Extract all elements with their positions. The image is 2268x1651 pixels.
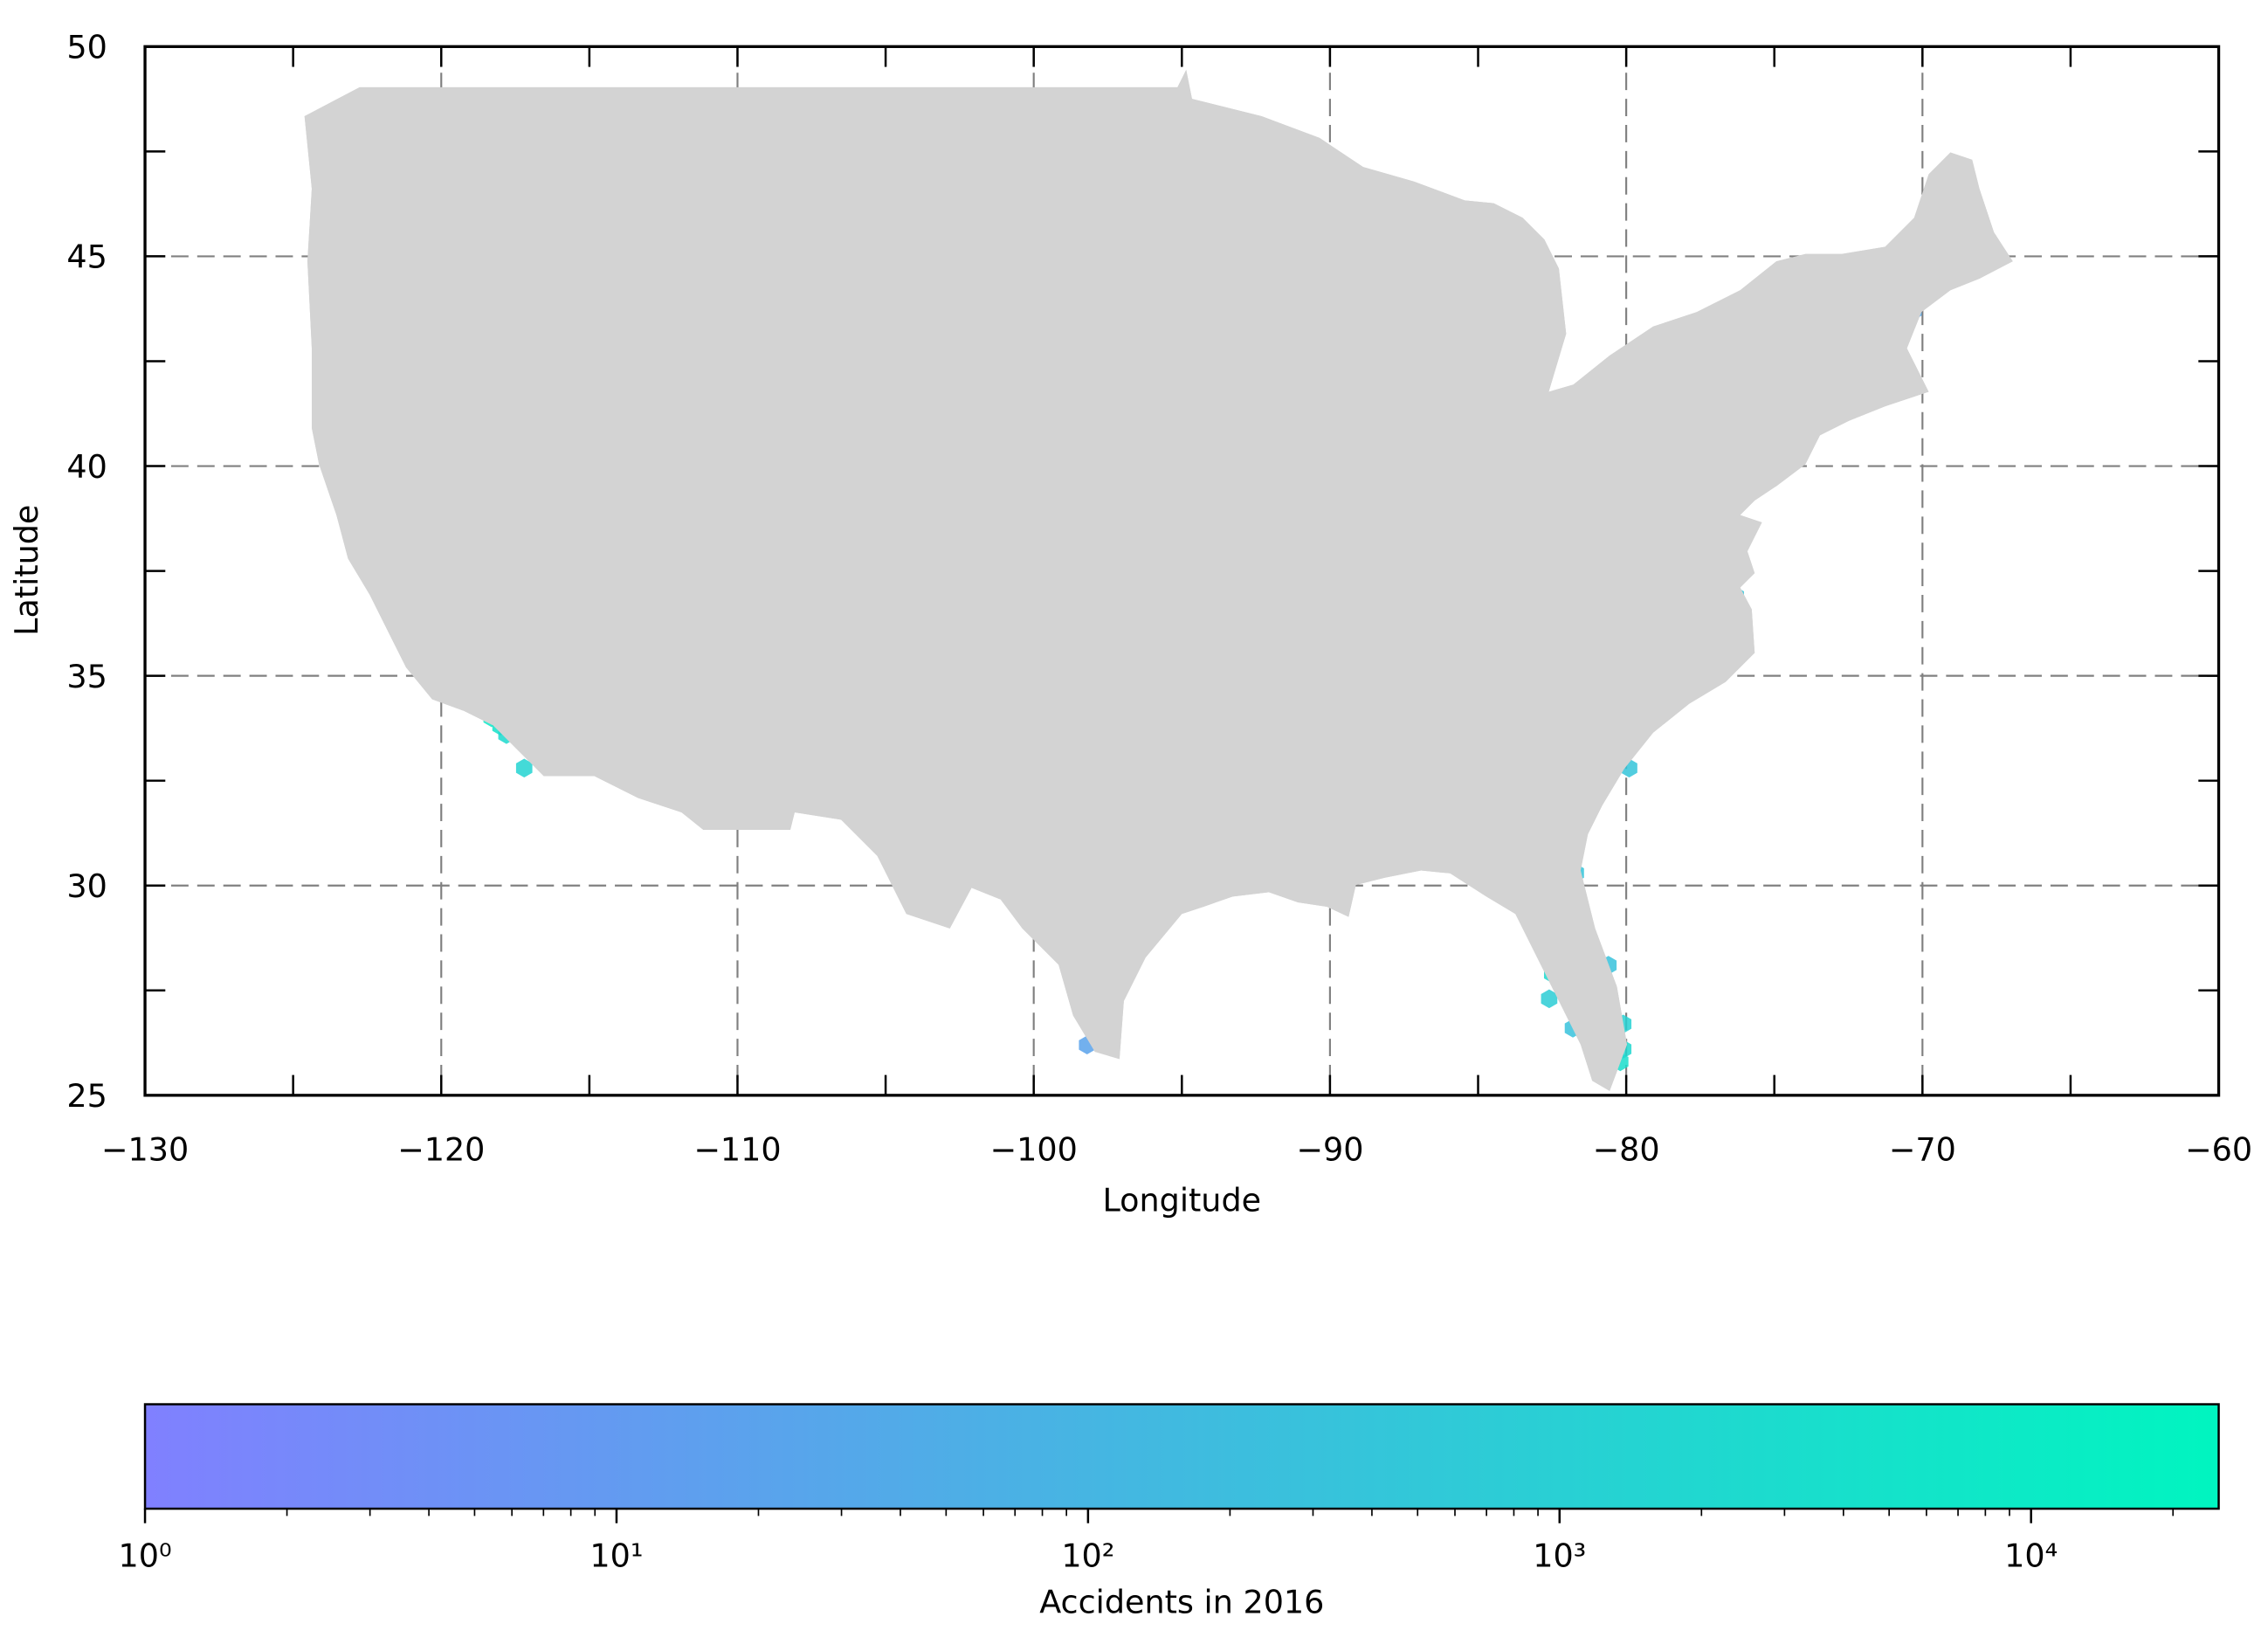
us-outline — [303, 68, 2015, 1093]
y-tick-label: 45 — [66, 238, 107, 276]
colorbar-tick-label: 10² — [1061, 1537, 1114, 1575]
colorbar-label: Accidents in 2016 — [1039, 1584, 1324, 1621]
y-tick-label: 50 — [66, 29, 107, 66]
y-tick-label: 30 — [66, 867, 107, 905]
y-tick-label: 35 — [66, 658, 107, 695]
y-tick-label: 25 — [66, 1077, 107, 1115]
axes-layer: −130 −120 −110 −100 −90 −80 −70 −60 25 30 35 40 45 50 — [66, 29, 2252, 1169]
plot-frame — [143, 45, 2221, 1097]
x-tick-label: −90 — [1296, 1131, 1363, 1169]
y-axis-label: Latitude — [8, 505, 45, 636]
colorbar-tick-label: 10³ — [1533, 1537, 1586, 1575]
colorbar-tick-label: 10¹ — [589, 1537, 643, 1575]
hex-cell — [1541, 989, 1558, 1009]
colorbar-tick-label: 10⁴ — [2004, 1537, 2058, 1575]
x-tick-label: −130 — [101, 1131, 189, 1169]
colorbar: 10⁰ 10¹ 10² 10³ 10⁴ — [118, 1403, 2220, 1575]
x-tick-label: −100 — [990, 1131, 1078, 1169]
colorbar-gradient — [143, 1403, 2220, 1510]
x-tick-label: −110 — [693, 1131, 781, 1169]
colorbar-tick-label: 10⁰ — [118, 1537, 171, 1575]
x-axis-label: Longitude — [1102, 1182, 1261, 1219]
x-tick-label: −120 — [397, 1131, 485, 1169]
x-tick-label: −70 — [1889, 1131, 1956, 1169]
y-tick-label: 40 — [66, 448, 107, 486]
x-tick-label: −60 — [2185, 1131, 2252, 1169]
x-tick-label: −80 — [1593, 1131, 1660, 1169]
